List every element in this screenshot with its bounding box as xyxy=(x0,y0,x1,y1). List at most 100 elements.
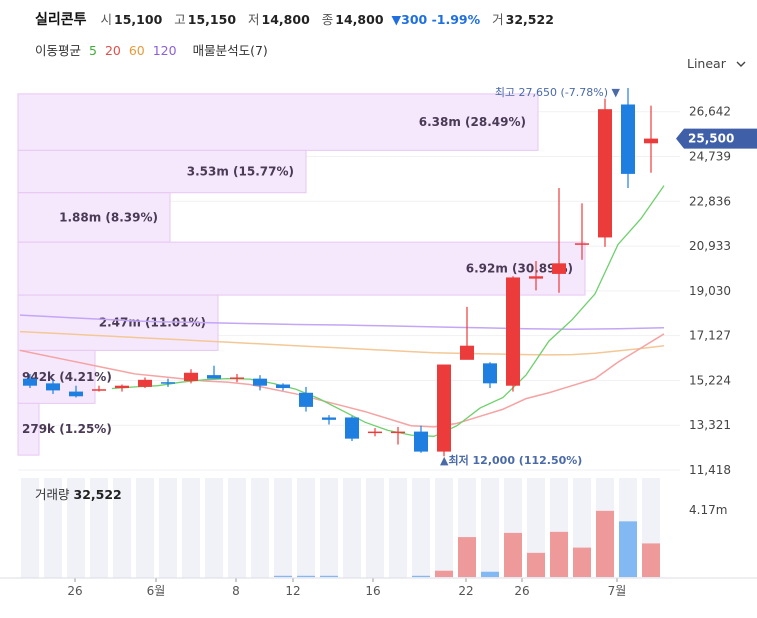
volume-profile-bar xyxy=(17,402,40,456)
candle-body xyxy=(437,364,451,452)
volume-column-bg xyxy=(274,478,292,578)
volume-profile-label: 6.38m (28.49%) xyxy=(419,115,526,129)
volume-profile-label: 1.88m (8.39%) xyxy=(59,210,158,224)
ma5-label[interactable]: 5 xyxy=(89,43,97,58)
volume-column-bg xyxy=(67,478,85,578)
candle-body xyxy=(161,382,175,384)
volume-bar xyxy=(573,547,591,577)
x-tick-label: 26 xyxy=(67,584,82,598)
volume-column-bg xyxy=(481,478,499,578)
candle-body xyxy=(391,431,405,434)
volume-column-bg xyxy=(228,478,246,578)
volume-current: 32,522 xyxy=(73,487,122,502)
ma5-line xyxy=(111,185,665,437)
candle-body xyxy=(92,389,106,391)
volume-profile-label: 6.92m (30.89%) xyxy=(466,262,573,276)
candle-body xyxy=(621,104,635,174)
x-tick-label: 8 xyxy=(232,584,240,598)
open-value: 15,100 xyxy=(114,12,163,27)
candle-body xyxy=(253,378,267,386)
volume-profile-label: 942k (4.21%) xyxy=(22,370,112,384)
volume-bar xyxy=(320,575,338,577)
candle-body xyxy=(552,263,566,274)
volume-profile-label: 2.47m (11.01%) xyxy=(99,316,206,330)
volume-column-bg xyxy=(90,478,108,578)
volume-column-bg xyxy=(205,478,223,578)
ma60-label[interactable]: 60 xyxy=(128,43,145,58)
ma120-label[interactable]: 120 xyxy=(152,43,177,58)
candle-body xyxy=(529,276,543,279)
volume-column-bg xyxy=(182,478,200,578)
volume-profile-bar xyxy=(17,149,307,194)
low-value: 14,800 xyxy=(261,12,310,27)
volume-profile-label: 3.53m (15.77%) xyxy=(187,165,294,179)
volume-axis-label: 4.17m xyxy=(689,503,727,517)
volume-bar xyxy=(458,537,476,577)
candle-body xyxy=(345,417,359,439)
volume-column-bg xyxy=(251,478,269,578)
volume-bar xyxy=(481,571,499,577)
ma120-line xyxy=(19,314,665,330)
volume-column-bg xyxy=(113,478,131,578)
volume-bar xyxy=(274,575,292,577)
candle-body xyxy=(23,378,37,386)
candle-body xyxy=(276,384,290,389)
x-tick-label: 6월 xyxy=(147,584,166,598)
candle-body xyxy=(230,377,244,379)
ma-label[interactable]: 이동평균 xyxy=(35,43,82,58)
y-tick-label: 11,418 xyxy=(689,463,731,477)
volume-column-bg xyxy=(136,478,154,578)
y-tick-label: 22,836 xyxy=(689,194,731,208)
candle-body xyxy=(115,385,129,389)
volume-bar xyxy=(550,531,568,577)
volume-column-bg xyxy=(320,478,338,578)
x-tick-label: 22 xyxy=(458,584,473,598)
y-tick-label: 20,933 xyxy=(689,239,731,253)
volume-legend: 거래량 32,522 xyxy=(35,484,122,503)
volume-bar xyxy=(596,510,614,577)
volume-column-bg xyxy=(159,478,177,578)
volume-column-bg xyxy=(389,478,407,578)
scale-label: Linear xyxy=(687,56,726,71)
volume-column-bg xyxy=(297,478,315,578)
ma20-label[interactable]: 20 xyxy=(104,43,121,58)
volume-profile-label: 279k (1.25%) xyxy=(22,422,112,436)
candle-body xyxy=(322,417,336,420)
volume-bar xyxy=(504,532,522,577)
volume-bar xyxy=(527,552,545,577)
candle-body xyxy=(460,345,474,360)
ma60-line xyxy=(19,330,665,356)
y-tick-label: 17,127 xyxy=(689,329,731,343)
volume-column-bg xyxy=(44,478,62,578)
volume-bar xyxy=(619,521,637,577)
volume-column-bg xyxy=(343,478,361,578)
candle-body xyxy=(299,392,313,407)
candle-body xyxy=(207,375,221,379)
high-value: 15,150 xyxy=(187,12,237,27)
volume-profile-bar xyxy=(17,93,539,151)
volume-profile-label[interactable]: 매물분석도(7) xyxy=(192,43,268,58)
candle-body xyxy=(506,277,520,386)
current-price-tag xyxy=(676,128,757,149)
scale-dropdown[interactable]: Linear xyxy=(687,56,757,71)
x-tick-label: 7월 xyxy=(608,584,627,598)
max-price-label: 최고 27,650 (-7.78%) ▼ xyxy=(495,86,621,99)
candle-body xyxy=(138,379,152,387)
indicator-legend: 이동평균 5 20 60 120 매물분석도(7) xyxy=(35,40,272,59)
change-value: ▼300 -1.99% xyxy=(391,12,481,27)
candle-body xyxy=(46,383,60,391)
volume-column-bg xyxy=(412,478,430,578)
y-tick-label: 19,030 xyxy=(689,284,731,298)
volume-label: 거 xyxy=(492,12,504,27)
low-label: 저 xyxy=(248,12,260,27)
min-price-label: ▲최저 12,000 (112.50%) xyxy=(440,453,582,467)
volume-bar xyxy=(412,575,430,577)
close-value: 14,800 xyxy=(335,12,384,27)
candle-body xyxy=(368,431,382,434)
x-tick-label: 16 xyxy=(365,584,380,598)
candle-body xyxy=(575,243,589,245)
candle-body xyxy=(598,109,612,238)
volume-bar xyxy=(297,575,315,577)
x-tick-label: 12 xyxy=(285,584,300,598)
